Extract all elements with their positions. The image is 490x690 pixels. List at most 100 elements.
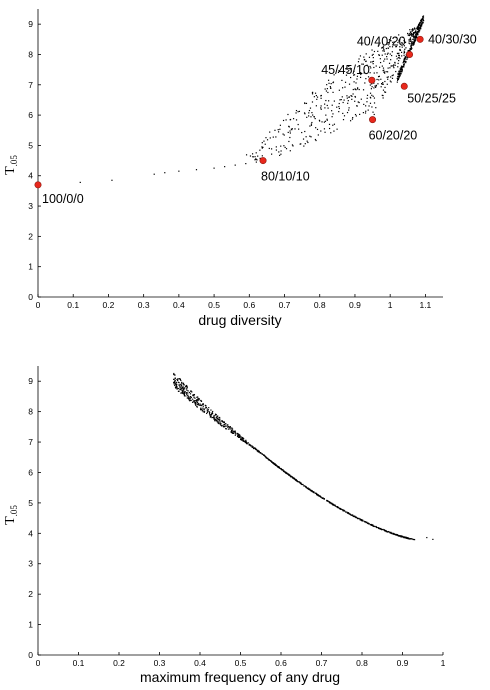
chart1-data-point: [381, 82, 383, 85]
chart1-data-point: [344, 81, 347, 83]
chart2-y-axis-title: T.05: [3, 505, 19, 525]
chart1-data-point: [419, 27, 421, 29]
chart2-data-point: [402, 536, 405, 538]
chart1-data-point: [363, 72, 365, 74]
chart2-data-point: [235, 433, 237, 435]
chart1-data-point: [400, 51, 403, 53]
chart1-data-point: [401, 66, 403, 68]
chart1-data-point: [249, 155, 252, 157]
chart1-data-point: [375, 85, 377, 87]
chart2-data-point: [395, 534, 397, 536]
chart2-data-point: [392, 532, 395, 535]
chart1-data-point: [400, 67, 402, 69]
chart1-data-point: [304, 102, 306, 104]
chart1-data-point: [364, 58, 366, 61]
chart1-data-point: [418, 31, 420, 33]
chart1-data-point: [383, 60, 385, 62]
chart2-data-point: [289, 474, 291, 476]
chart2-data-point: [234, 432, 237, 434]
chart1-data-point: [341, 96, 343, 98]
chart1-data-point: [354, 113, 357, 116]
chart1-data-point: [346, 95, 348, 97]
chart1-data-point: [378, 54, 380, 56]
chart2-data-point: [251, 445, 253, 447]
chart2-data-point: [349, 513, 351, 515]
chart2-x-tick-label: 0.7: [316, 658, 328, 668]
chart2-data-point: [193, 395, 195, 397]
chart1-data-point: [395, 46, 397, 48]
chart1-data-point: [310, 136, 312, 138]
chart2-data-point: [180, 392, 182, 394]
chart2-data-point: [186, 384, 188, 387]
chart1-data-point: [319, 120, 321, 122]
chart2-data-point: [182, 383, 185, 385]
chart1-data-point: [326, 104, 328, 107]
chart1-data-point: [366, 94, 369, 96]
chart1-data-point: [409, 40, 412, 42]
chart2-data-point: [173, 372, 175, 375]
chart1-data-point: [362, 112, 365, 114]
chart2-data-point: [232, 432, 235, 434]
chart2-data-point: [264, 455, 266, 458]
chart2-data-point: [339, 508, 342, 510]
chart1-data-point: [292, 118, 295, 120]
chart1-data-point: [411, 43, 413, 45]
chart-drug-diversity: 0 0.1 0.2 0.3 0.4 0.5 0.6 0.7 0.8 0.9 1 1.1 0 1 2 3 4 5 6 7…: [3, 9, 477, 328]
chart2-data-point: [188, 391, 191, 394]
chart2-data-point: [198, 398, 200, 400]
chart1-highlight-label: 60/20/20: [369, 129, 418, 143]
chart2-data-point: [209, 414, 211, 416]
chart2-data-point: [175, 387, 177, 389]
chart1-data-point: [393, 67, 395, 69]
chart1-data-point: [362, 63, 364, 65]
chart1-data-point: [411, 33, 414, 35]
chart2-data-point: [211, 412, 213, 415]
chart1-data-point: [370, 67, 372, 69]
chart2-data-point: [200, 407, 202, 409]
chart1-data-point: [153, 173, 155, 175]
chart2-data-point: [179, 378, 181, 380]
chart2-data-point: [208, 413, 211, 415]
chart2-data-point: [180, 389, 182, 391]
chart2-data-point: [231, 432, 234, 434]
chart1-data-point: [320, 108, 322, 110]
chart1-data-point: [381, 54, 383, 56]
chart1-data-point: [284, 146, 286, 148]
chart2-data-point: [219, 420, 221, 422]
chart1-data-point: [403, 52, 405, 54]
chart2-data-point: [182, 385, 184, 387]
chart1-data-point: [417, 31, 419, 33]
chart1-data-point: [348, 69, 350, 71]
chart2-data-point: [192, 400, 195, 402]
chart2-data-point: [202, 409, 204, 411]
chart2-data-point: [322, 497, 324, 500]
chart2-data-point: [225, 423, 227, 425]
chart1-data-point: [403, 63, 405, 66]
chart1-data-point: [291, 144, 294, 146]
chart1-highlight-point: [416, 35, 424, 43]
chart1-data-point: [320, 107, 322, 109]
chart1-data-point: [289, 136, 291, 139]
chart2-data-point: [240, 436, 242, 438]
chart1-data-point: [275, 146, 277, 148]
chart1-data-point: [351, 98, 353, 100]
chart2-data-point: [333, 504, 335, 506]
chart2-data-point: [342, 509, 344, 511]
chart1-x-tick-label: 0.7: [279, 300, 291, 310]
chart1-data-point: [377, 76, 380, 78]
chart1-data-point: [383, 49, 385, 51]
chart2-y-tick-label: 2: [28, 589, 33, 599]
chart1-x-tick-label: 1: [388, 300, 393, 310]
chart2-data-point: [223, 423, 226, 426]
chart1-data-point: [352, 88, 354, 91]
chart2-data-point: [252, 446, 254, 448]
chart2-data-point: [208, 411, 210, 413]
chart1-data-point: [386, 58, 388, 60]
chart2-data-point: [328, 501, 330, 503]
chart1-data-point: [368, 105, 370, 107]
chart2-data-point: [216, 418, 218, 420]
chart2-data-point: [322, 497, 324, 499]
chart1-data-point: [251, 153, 254, 155]
chart2-data-point: [327, 500, 329, 502]
chart2-data-point: [173, 382, 176, 384]
